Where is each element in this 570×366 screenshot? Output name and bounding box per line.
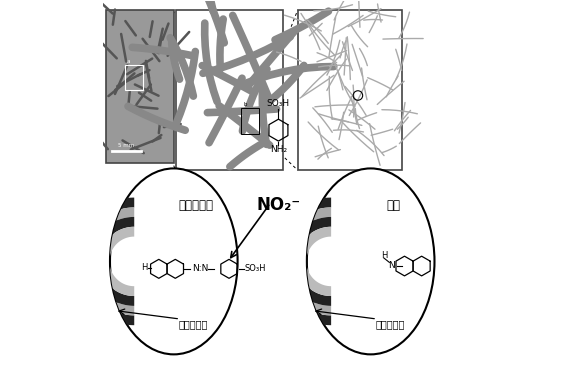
Bar xyxy=(298,10,402,170)
Polygon shape xyxy=(89,217,134,306)
Text: 二氧化钓层: 二氧化钓层 xyxy=(375,320,405,330)
Text: SO₃H: SO₃H xyxy=(245,264,266,273)
Text: N:N: N:N xyxy=(192,264,208,273)
Polygon shape xyxy=(100,227,134,296)
Bar xyxy=(241,108,259,134)
Text: H: H xyxy=(381,251,387,259)
Text: SO₃H: SO₃H xyxy=(267,99,290,108)
Text: N: N xyxy=(388,261,394,270)
Polygon shape xyxy=(71,198,134,325)
Text: 维: 维 xyxy=(368,252,374,257)
Text: 纤: 纤 xyxy=(171,230,177,235)
Text: NH₂: NH₂ xyxy=(270,145,287,154)
Ellipse shape xyxy=(307,168,434,354)
Text: 偶氮苯染料: 偶氮苯染料 xyxy=(178,199,214,212)
Polygon shape xyxy=(277,208,331,315)
Text: H: H xyxy=(141,263,148,272)
Polygon shape xyxy=(267,198,331,325)
Text: 萸胺: 萸胺 xyxy=(386,199,400,212)
Text: b: b xyxy=(243,102,247,108)
Bar xyxy=(176,10,283,170)
Bar xyxy=(125,64,143,90)
Text: 纤: 纤 xyxy=(368,230,374,235)
Text: 维: 维 xyxy=(171,252,177,257)
Text: 二氧化钓层: 二氧化钓层 xyxy=(178,320,207,330)
Text: 5 mm: 5 mm xyxy=(118,143,135,147)
Polygon shape xyxy=(80,208,134,315)
Text: a: a xyxy=(127,59,130,64)
Polygon shape xyxy=(287,217,331,306)
Text: 素: 素 xyxy=(368,277,374,282)
Bar xyxy=(107,10,174,163)
Ellipse shape xyxy=(110,168,238,354)
Polygon shape xyxy=(296,227,331,296)
Text: NO₂⁻: NO₂⁻ xyxy=(256,196,300,214)
Text: 素: 素 xyxy=(172,277,177,282)
